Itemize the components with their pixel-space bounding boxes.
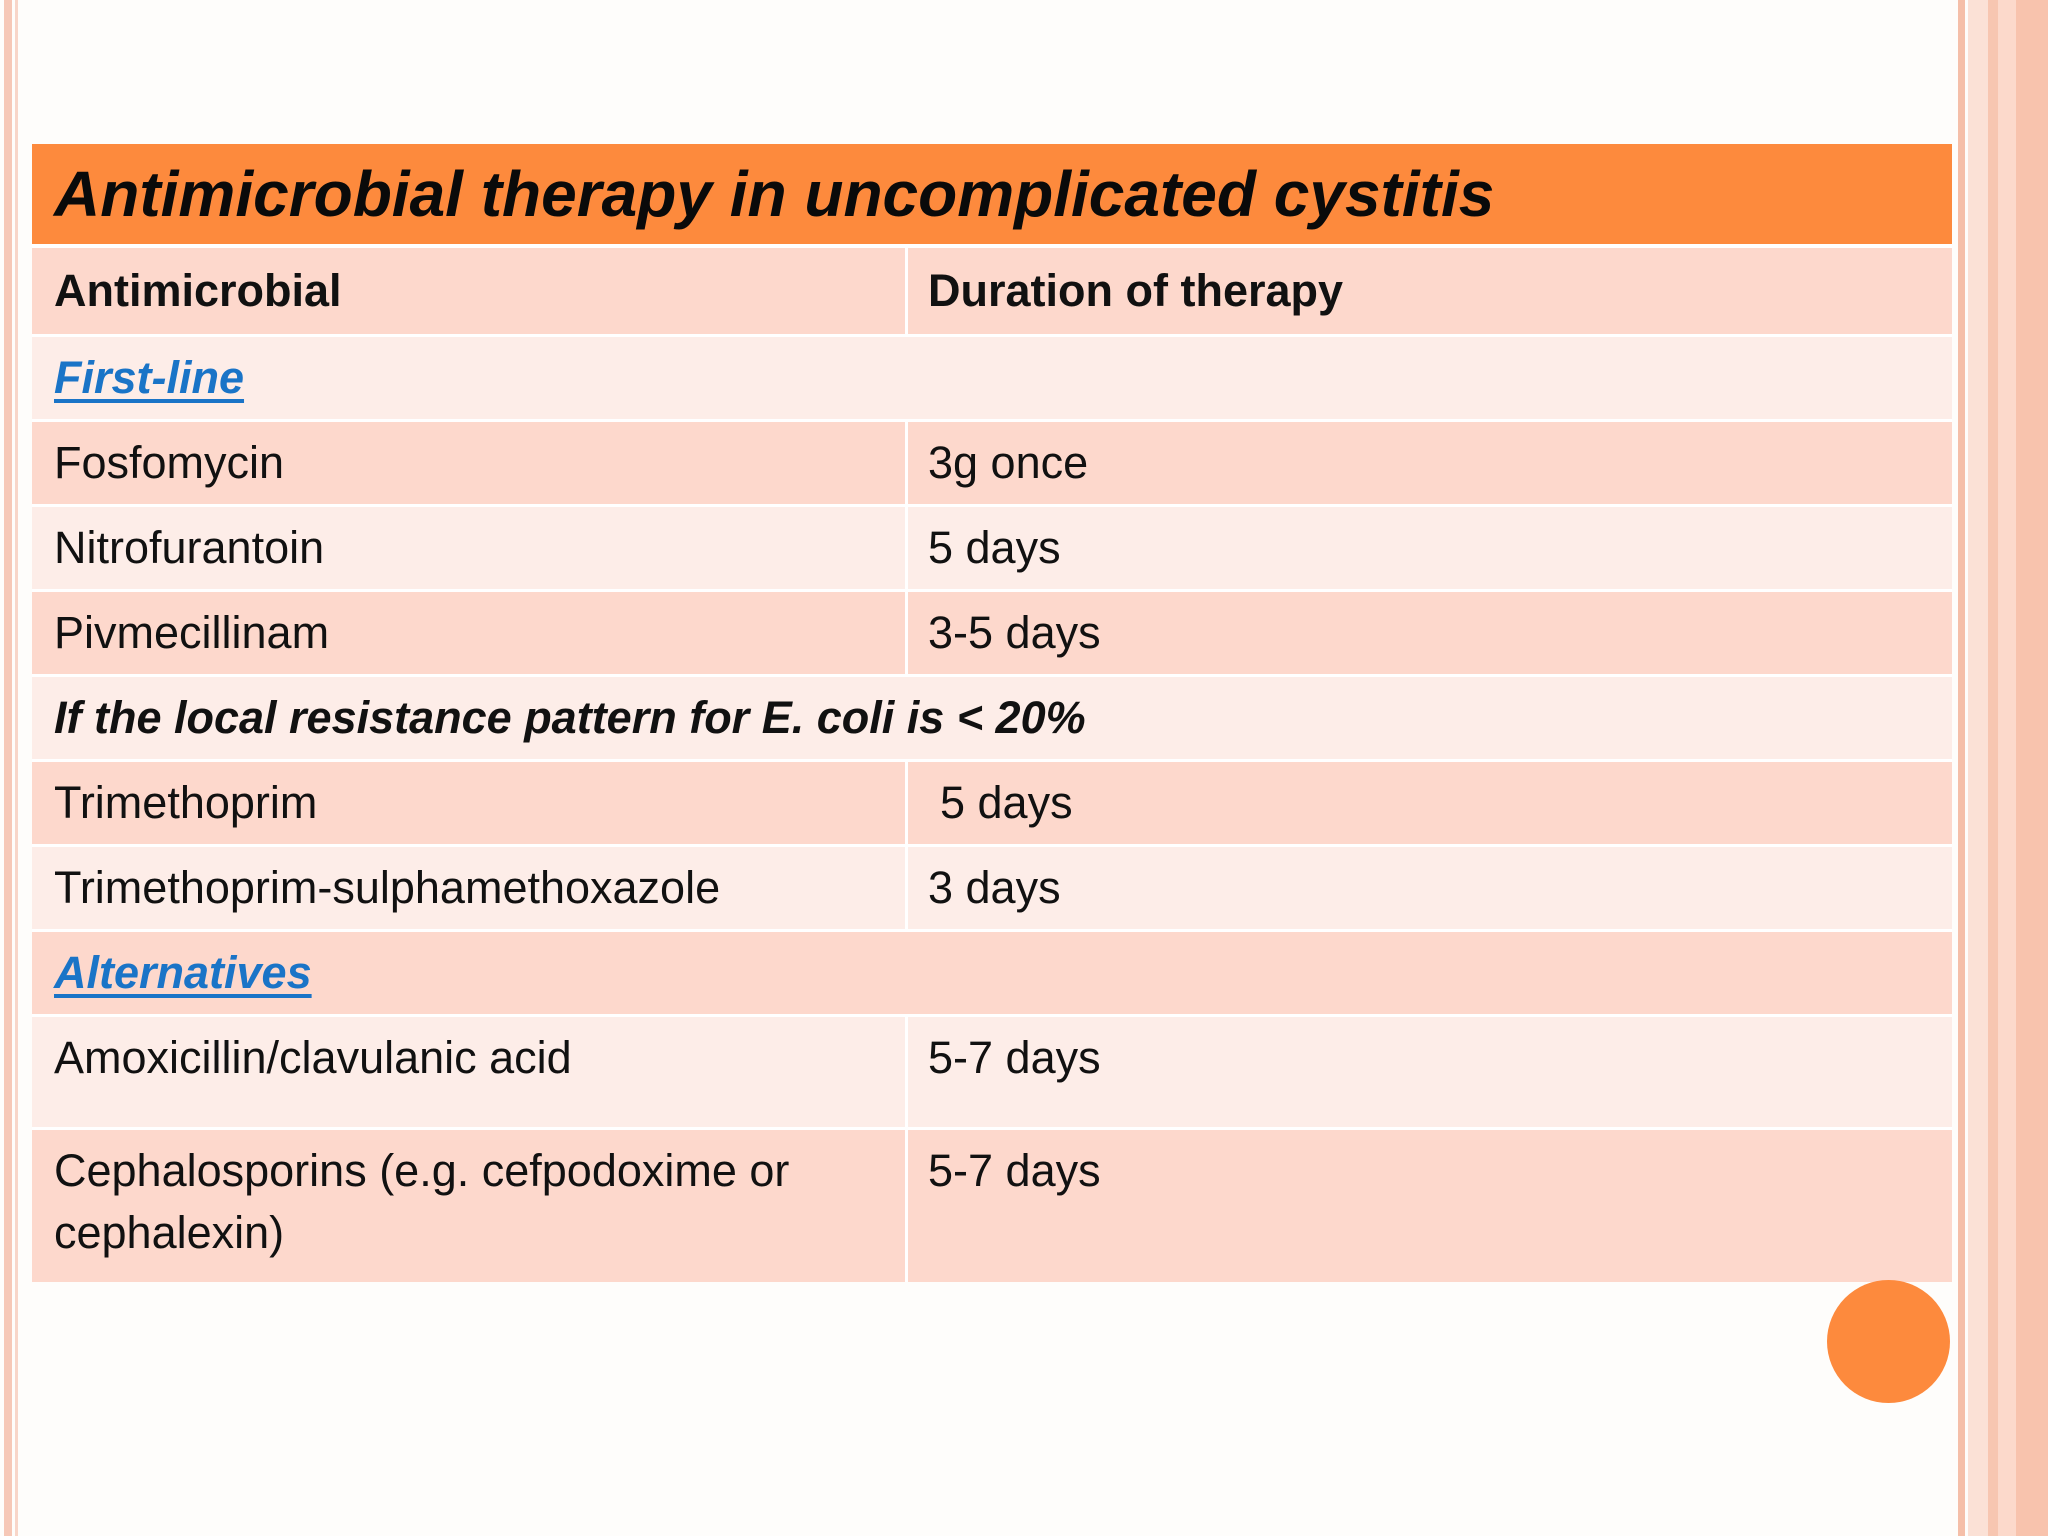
decorative-stripe-right-2 xyxy=(1968,0,1988,1536)
table-row: Amoxicillin/clavulanic acid 5-7 days xyxy=(32,1017,1952,1130)
conditional-label: If the local resistance pattern for E. c… xyxy=(54,692,1086,743)
table-row: Trimethoprim-sulphamethoxazole 3 days xyxy=(32,847,1952,932)
decorative-stripe-right-3 xyxy=(1988,0,1998,1536)
duration-cell: 5-7 days xyxy=(928,1032,1101,1083)
drug-cell: Nitrofurantoin xyxy=(32,507,908,589)
table-row: Trimethoprim 5 days xyxy=(32,762,1952,847)
table-row: Pivmecillinam 3-5 days xyxy=(32,592,1952,677)
decorative-stripe-right-5 xyxy=(2016,0,2048,1536)
section-row-conditional: If the local resistance pattern for E. c… xyxy=(32,677,1952,762)
therapy-table: Antimicrobial therapy in uncomplicated c… xyxy=(32,144,1952,1282)
drug-cell: Pivmecillinam xyxy=(32,592,908,674)
table-row: Cephalosporins (e.g. cefpodoxime or ceph… xyxy=(32,1130,1952,1282)
table-title: Antimicrobial therapy in uncomplicated c… xyxy=(54,158,1495,230)
drug-cell: Fosfomycin xyxy=(32,422,908,504)
duration-cell: 5-7 days xyxy=(928,1145,1101,1196)
drug-cell: Trimethoprim-sulphamethoxazole xyxy=(32,847,908,929)
duration-cell: 5 days xyxy=(928,522,1061,573)
drug-cell: Trimethoprim xyxy=(32,762,908,844)
duration-cell: 3-5 days xyxy=(928,607,1101,658)
duration-cell: 3g once xyxy=(928,437,1089,488)
section-row-alternatives: Alternatives xyxy=(32,932,1952,1017)
decorative-orange-circle xyxy=(1827,1280,1950,1403)
table-row: Nitrofurantoin 5 days xyxy=(32,507,1952,592)
drug-cell: Amoxicillin/clavulanic acid xyxy=(32,1017,908,1127)
decorative-stripe-right-4 xyxy=(1998,0,2016,1536)
header-antimicrobial: Antimicrobial xyxy=(32,248,908,334)
table-header-row: Antimicrobial Duration of therapy xyxy=(32,248,1952,337)
first-line-link[interactable]: First-line xyxy=(54,352,245,403)
header-duration: Duration of therapy xyxy=(928,265,1344,316)
table-title-row: Antimicrobial therapy in uncomplicated c… xyxy=(32,144,1952,248)
duration-cell: 5 days xyxy=(940,777,1073,828)
duration-cell: 3 days xyxy=(928,862,1061,913)
section-row-first-line: First-line xyxy=(32,337,1952,422)
decorative-border-left-inner xyxy=(15,0,18,1536)
alternatives-link[interactable]: Alternatives xyxy=(54,947,312,998)
table-row: Fosfomycin 3g once xyxy=(32,422,1952,507)
decorative-border-left xyxy=(4,0,12,1536)
decorative-stripe-right-1 xyxy=(1958,0,1965,1536)
drug-cell: Cephalosporins (e.g. cefpodoxime or ceph… xyxy=(32,1130,908,1282)
